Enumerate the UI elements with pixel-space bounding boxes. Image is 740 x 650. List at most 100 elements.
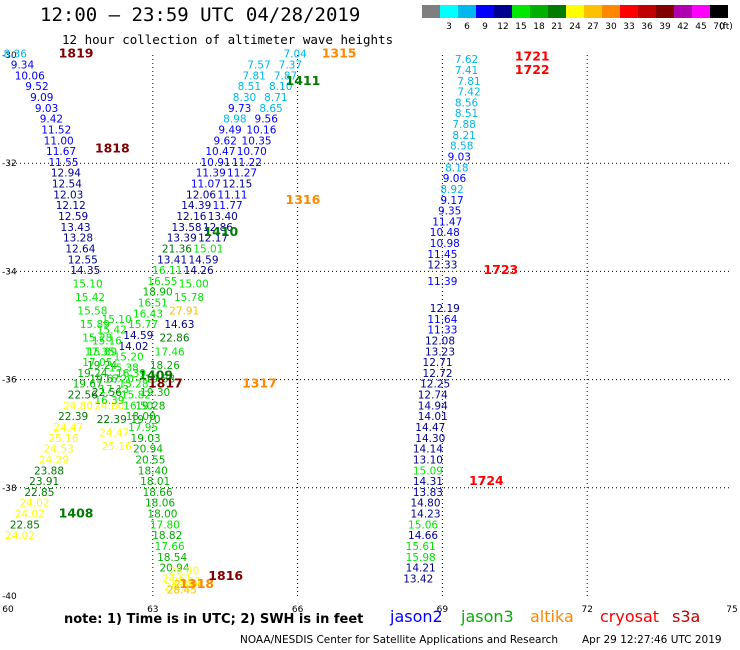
swh-value: 9.09	[30, 92, 53, 104]
colorbar-bin	[584, 5, 602, 18]
swh-value: 26.90	[169, 565, 199, 577]
swh-value: 8.65	[259, 103, 282, 115]
swh-value: 11.11	[217, 189, 247, 201]
swh-value: 24.47	[99, 427, 129, 439]
colorbar-label: 33	[623, 22, 634, 32]
swh-value: 18.01	[140, 476, 170, 488]
swh-value: 12.16	[176, 211, 206, 223]
colorbar-bin	[656, 5, 674, 18]
swh-value: 17.13	[99, 384, 129, 396]
swh-value: 15.61	[406, 541, 436, 553]
swh-value: 9.56	[255, 114, 279, 126]
swh-value: 14.14	[413, 444, 443, 456]
swh-value: 12.12	[56, 200, 86, 212]
swh-value: 12.94	[51, 168, 81, 180]
swh-value: 12.55	[68, 254, 98, 266]
swh-value: 14.35	[70, 265, 100, 277]
swh-value: 9.49	[218, 124, 241, 136]
swh-value: 7.41	[455, 65, 478, 77]
swh-value: 21.36	[162, 243, 192, 255]
swh-value: 15.01	[193, 243, 223, 255]
colorbar-bin	[620, 5, 638, 18]
colorbar-label: 45	[695, 22, 706, 32]
pass-label: 1316	[286, 192, 321, 207]
colorbar-label: 30	[605, 22, 617, 32]
swh-value: 9.17	[440, 195, 463, 207]
swh-value: 17.80	[150, 519, 180, 531]
swh-value: 12.74	[418, 390, 448, 402]
swh-value: 22.39	[58, 411, 88, 423]
x-tick-label: 69	[437, 605, 449, 615]
swh-value: 15.09	[413, 465, 443, 477]
footer-note: note: 1) Time is in UTC; 2) SWH is in fe…	[64, 612, 364, 627]
colorbar-label: 27	[587, 22, 598, 32]
colorbar-label: 70	[713, 22, 725, 32]
swh-value: 19.67	[90, 373, 120, 385]
chart-subtitle: 12 hour collection of altimeter wave hei…	[62, 32, 394, 47]
swh-value: 11.77	[213, 200, 243, 212]
legend-s3a: s3a	[672, 607, 701, 626]
swh-value: 8.56	[455, 97, 479, 109]
swh-value: 10.35	[242, 135, 272, 147]
swh-value: 8.51	[455, 108, 478, 120]
swh-value: 12.03	[53, 189, 83, 201]
legend-cryosat: cryosat	[600, 607, 660, 626]
swh-value: 16.50	[123, 400, 153, 412]
swh-value: 20.94	[133, 444, 163, 456]
swh-value: 14.01	[418, 411, 448, 423]
swh-value: 28.45	[167, 584, 197, 596]
swh-value: 12.86	[203, 222, 233, 234]
swh-value: 24.80	[94, 400, 124, 412]
swh-value: 10.16	[246, 124, 276, 136]
swh-value: 14.63	[164, 319, 194, 331]
swh-value: 12.06	[186, 189, 216, 201]
colorbar-bin	[548, 5, 566, 18]
swh-value: 15.42	[97, 325, 127, 337]
swh-value: 7.57	[247, 60, 270, 72]
timestamp: Apr 29 12:27:46 UTC 2019	[582, 634, 722, 646]
colorbar-bin	[422, 5, 440, 18]
y-tick-label: -34	[2, 267, 17, 277]
colorbar-bin	[638, 5, 656, 18]
swh-value: 13.10	[413, 454, 443, 466]
colorbar-bin	[710, 5, 728, 18]
colorbar-bin	[602, 5, 620, 18]
swh-value: 19.30	[140, 387, 170, 399]
pass-label: 1816	[208, 568, 243, 583]
swh-value: 18.82	[152, 530, 182, 542]
swh-value: 14.94	[418, 400, 448, 412]
swh-value: 9.34	[11, 60, 35, 72]
swh-value: 17.95	[128, 422, 158, 434]
swh-value: 13.43	[61, 222, 91, 234]
swh-value: 8.30	[233, 92, 256, 104]
swh-value: 12.54	[52, 179, 82, 191]
swh-value: 25.11	[172, 576, 202, 588]
swh-value: 17.46	[155, 346, 185, 358]
colorbar-bin	[512, 5, 530, 18]
swh-value: 15.28	[82, 333, 112, 345]
swh-value: 11.39	[427, 276, 457, 288]
swh-value: 7.88	[452, 119, 475, 131]
swh-value: 22.56	[68, 390, 98, 402]
swh-value: 15.10	[102, 314, 132, 326]
swh-value: 15.16	[92, 335, 122, 347]
swh-value: 19.24	[87, 360, 117, 372]
swh-value: 14.23	[410, 509, 440, 521]
swh-value: 13.40	[208, 211, 238, 223]
credit-line: NOAA/NESDIS Center for Satellite Applica…	[240, 634, 558, 646]
swh-value: 19.70	[131, 414, 161, 426]
swh-value: 22.85	[10, 519, 40, 531]
colorbar-unit: (ft)	[719, 22, 732, 32]
swh-value: 24.29	[39, 454, 69, 466]
swh-value: 7.81	[457, 76, 480, 88]
colorbar-label: 12	[497, 22, 508, 32]
colorbar-bin	[440, 5, 458, 18]
swh-value: 14.59	[123, 330, 153, 342]
swh-value: 24.02	[20, 498, 50, 510]
swh-value: 11.33	[427, 325, 457, 337]
swh-value: 8.58	[450, 141, 473, 153]
chart-title: 12:00 – 23:59 UTC 04/28/2019	[40, 4, 361, 26]
swh-value: 16.20	[104, 373, 134, 385]
swh-value: 24.02	[5, 530, 35, 542]
wave-height-colorbar: 3 6 9 12 15 18 21 24 27 30 33 36 39 42 45 70(ft)	[422, 5, 732, 32]
